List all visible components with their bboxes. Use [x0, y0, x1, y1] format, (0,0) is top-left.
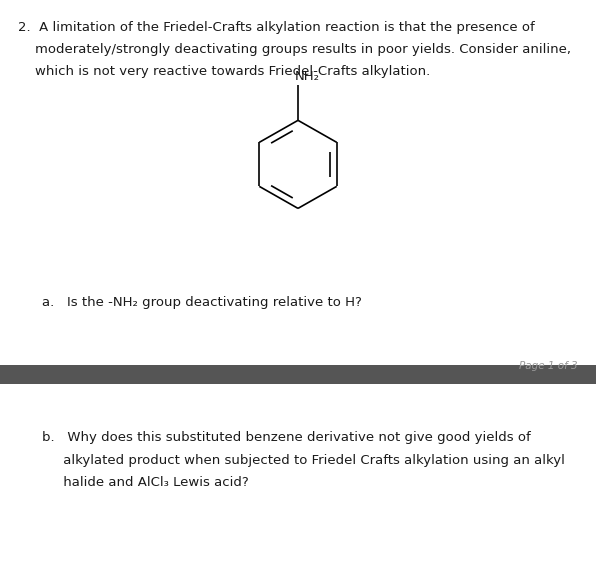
Text: NH₂: NH₂ [295, 70, 320, 83]
Bar [0, 365, 596, 384]
Text: moderately/strongly deactivating groups results in poor yields. Consider aniline: moderately/strongly deactivating groups … [18, 43, 571, 56]
Text: which is not very reactive towards Friedel-Crafts alkylation.: which is not very reactive towards Fried… [18, 65, 430, 78]
Text: 2.  A limitation of the Friedel-Crafts alkylation reaction is that the presence : 2. A limitation of the Friedel-Crafts al… [18, 21, 535, 33]
Text: halide and AlCl₃ Lewis acid?: halide and AlCl₃ Lewis acid? [42, 476, 249, 489]
Text: alkylated product when subjected to Friedel Crafts alkylation using an alkyl: alkylated product when subjected to Frie… [42, 454, 564, 467]
Text: b.   Why does this substituted benzene derivative not give good yields of: b. Why does this substituted benzene der… [42, 431, 530, 444]
Text: Page 1 of 3: Page 1 of 3 [520, 361, 578, 371]
Text: a.   Is the -NH₂ group deactivating relative to H?: a. Is the -NH₂ group deactivating relati… [42, 296, 362, 309]
